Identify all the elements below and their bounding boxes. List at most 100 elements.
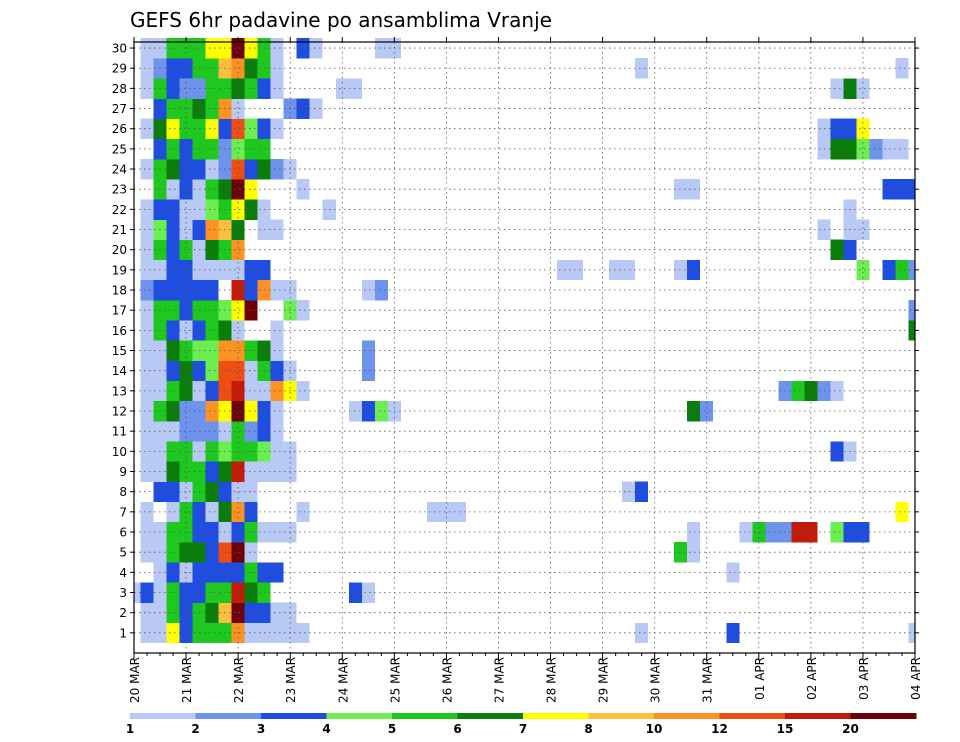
colorbar-label: 3 <box>257 722 265 736</box>
y-tick-label: 20 <box>112 243 127 257</box>
heatmap-cell <box>205 179 219 200</box>
heatmap-cell <box>140 421 154 442</box>
colorbar-label: 1 <box>126 722 134 736</box>
colorbar-segment <box>719 713 786 719</box>
heatmap-cell <box>270 441 284 462</box>
heatmap-cell <box>244 602 258 624</box>
heatmap-cell <box>817 138 831 160</box>
heatmap-cell <box>361 400 375 422</box>
heatmap-cell <box>270 219 284 240</box>
heatmap-cell <box>244 461 258 482</box>
heatmap-cell <box>140 501 154 523</box>
y-tick-label: 16 <box>112 324 127 338</box>
heatmap-cell <box>361 360 375 382</box>
heatmap-cell <box>140 199 154 220</box>
y-tick-label: 10 <box>112 445 127 459</box>
heatmap-cell <box>635 481 649 503</box>
heatmap-cell <box>166 562 180 583</box>
heatmap-cell <box>687 521 701 543</box>
heatmap-cell <box>166 37 180 59</box>
heatmap-cell <box>134 582 141 603</box>
heatmap-cell <box>140 279 154 301</box>
heatmap-cell <box>244 78 258 99</box>
colorbar-label: 12 <box>711 722 728 736</box>
heatmap-cell <box>179 380 193 402</box>
heatmap-cell <box>140 58 154 79</box>
y-tick-label: 28 <box>112 82 127 96</box>
heatmap-cell <box>166 602 180 624</box>
heatmap-cell <box>140 300 154 321</box>
heatmap-cell <box>270 58 284 79</box>
y-tick-label: 15 <box>112 344 127 358</box>
heatmap-cell <box>908 259 915 281</box>
colorbar-label: 5 <box>388 722 396 736</box>
y-tick-label: 14 <box>112 364 127 378</box>
heatmap-cell <box>179 98 193 119</box>
y-axis: 1234567891011121314151617181920212223242… <box>112 42 919 640</box>
heatmap-cell <box>270 380 284 402</box>
heatmap-cell <box>687 400 701 422</box>
heatmap-cell <box>166 158 180 180</box>
heatmap-cell <box>179 279 193 301</box>
heatmap-cell <box>231 118 245 140</box>
heatmap-cell <box>140 461 154 482</box>
heatmap-cell <box>166 622 180 644</box>
heatmap-cell <box>231 199 245 220</box>
x-tick-label: 20 MAR <box>128 657 142 703</box>
heatmap-cell <box>179 441 193 462</box>
heatmap-cell <box>205 622 219 644</box>
heatmap-cell <box>270 521 284 543</box>
heatmap-cell <box>166 259 180 281</box>
heatmap-cell <box>244 300 258 321</box>
heatmap-cell <box>244 521 258 543</box>
heatmap-cell <box>856 138 870 160</box>
heatmap-cell <box>179 179 193 200</box>
heatmap-cell <box>244 158 258 180</box>
heatmap-cell <box>166 501 180 523</box>
heatmap-cell <box>895 58 909 79</box>
colorbar-label: 20 <box>842 722 859 736</box>
colorbar-segment <box>523 713 589 719</box>
x-tick-label: 26 MAR <box>440 657 454 703</box>
x-tick-label: 30 MAR <box>649 657 663 703</box>
heatmap-cell <box>244 259 258 281</box>
x-tick-label: 25 MAR <box>388 657 402 703</box>
colorbar-segment <box>457 713 524 719</box>
heatmap-cell <box>231 441 245 462</box>
y-tick-label: 8 <box>119 485 127 499</box>
heatmap-cell <box>830 380 844 402</box>
colorbar-label: 10 <box>646 722 663 736</box>
heatmap-cell <box>296 37 310 59</box>
heatmap-cell <box>140 602 154 624</box>
heatmap-cell <box>140 542 154 563</box>
heatmap-cell <box>869 138 883 160</box>
heatmap-cell <box>205 219 219 240</box>
heatmap-cell <box>166 400 180 422</box>
heatmap-cell <box>895 259 909 281</box>
heatmap-cell <box>179 400 193 422</box>
heatmap-cell <box>140 118 154 140</box>
heatmap-cell <box>687 179 701 200</box>
heatmap-cell <box>205 118 219 140</box>
heatmap-cell <box>205 360 219 382</box>
heatmap-cell <box>140 622 154 644</box>
heatmap-cell <box>296 179 310 200</box>
x-axis: 20 MAR 21 MAR 22 MAR 23 MAR 24 MAR 25 MAR 26 M… <box>128 37 923 703</box>
heatmap-cell <box>361 582 375 603</box>
y-tick-label: 4 <box>119 566 127 580</box>
heatmap-cell <box>166 542 180 563</box>
heatmap-cell <box>140 380 154 402</box>
y-tick-label: 19 <box>112 263 127 277</box>
heatmap-cell <box>270 279 284 301</box>
heatmap-cell <box>179 138 193 160</box>
heatmap-cell <box>205 239 219 261</box>
heatmap-cell <box>205 562 219 583</box>
y-tick-label: 9 <box>119 465 127 479</box>
y-tick-label: 26 <box>112 122 127 136</box>
heatmap-cell <box>270 622 284 644</box>
heatmap-cell <box>231 320 245 341</box>
heatmap-cell <box>882 179 896 200</box>
heatmap-cell <box>270 158 284 180</box>
heatmap-cell <box>166 138 180 160</box>
heatmap-cell <box>231 421 245 442</box>
